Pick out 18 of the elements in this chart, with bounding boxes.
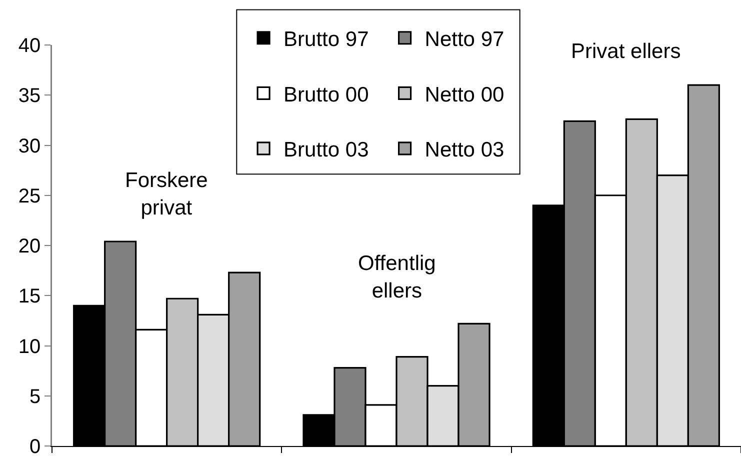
y-tick-label: 40 — [18, 35, 41, 57]
y-tick-label: 15 — [18, 286, 41, 308]
legend-label: Brutto 00 — [284, 83, 369, 106]
y-tick-label: 30 — [18, 135, 41, 158]
legend-label: Netto 03 — [424, 138, 504, 162]
legend-label: Netto 97 — [424, 28, 504, 52]
y-tick-label: 5 — [29, 386, 41, 408]
legend-label: Brutto 03 — [284, 138, 369, 162]
y-tick-label: 10 — [18, 336, 41, 358]
legend-label: Netto 00 — [424, 83, 504, 106]
y-tick-label: 0 — [29, 436, 41, 458]
x-tick-label: Forskere privat — [125, 169, 208, 220]
legend-label: Brutto 97 — [284, 28, 369, 52]
x-tick-label: Offentlig ellers — [358, 252, 436, 302]
y-tick-label: 20 — [18, 236, 41, 258]
y-tick-label: 35 — [18, 85, 41, 108]
y-tick-label: 25 — [18, 185, 41, 208]
x-tick-label: Privat ellers — [571, 40, 681, 63]
